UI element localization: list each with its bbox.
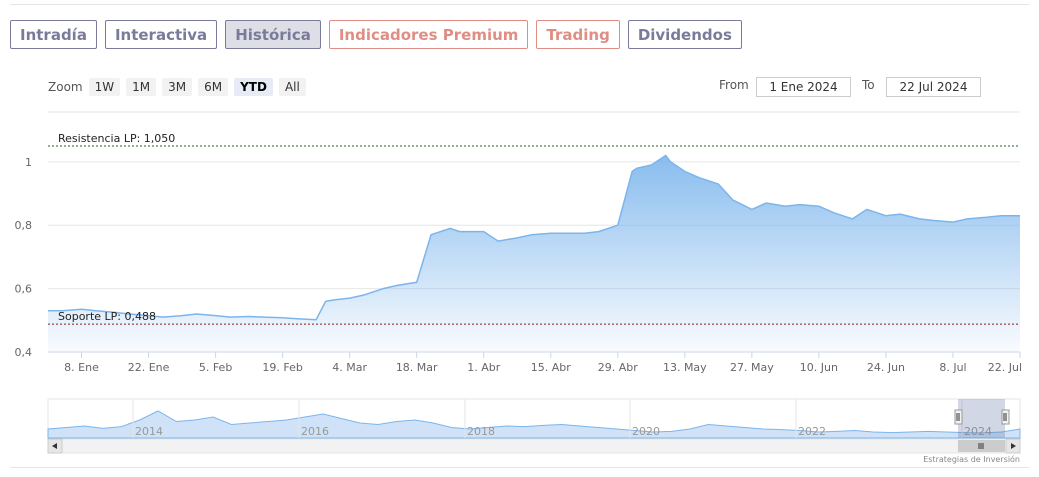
from-label: From — [719, 78, 749, 92]
x-tick-label: 19. Feb — [262, 361, 302, 374]
x-tick-label: 18. Mar — [396, 361, 438, 374]
tab-hist-rica[interactable]: Histórica — [225, 20, 321, 49]
zoom-button-6m[interactable]: 6M — [198, 78, 229, 96]
to-date-input[interactable]: 22 Jul 2024 — [886, 77, 981, 97]
x-tick-label: 8. Jul — [939, 361, 966, 374]
tab-trading[interactable]: Trading — [536, 20, 620, 49]
series-area — [48, 155, 1020, 352]
navigator-year-label: 2014 — [135, 425, 163, 438]
chevron-left-icon — [52, 443, 57, 449]
tab-indicadores-premium[interactable]: Indicadores Premium — [328, 20, 529, 49]
resistance-label: Resistencia LP: 1,050 — [58, 132, 175, 145]
x-tick-label: 27. May — [730, 361, 774, 374]
x-tick-label: 5. Feb — [199, 361, 232, 374]
to-label: To — [862, 78, 875, 92]
y-tick-label: 1 — [25, 156, 32, 169]
navigator-area — [47, 410, 1021, 439]
x-tick-label: 1. Abr — [467, 361, 500, 374]
top-divider — [10, 4, 1029, 5]
zoom-buttons: 1W 1M 3M 6M YTD All — [88, 78, 306, 96]
tab-interactiva[interactable]: Interactiva — [104, 20, 218, 49]
navigator-year-label: 2018 — [467, 425, 495, 438]
scrollbar-track[interactable] — [47, 438, 1021, 454]
zoom-button-all[interactable]: All — [278, 78, 306, 96]
x-tick-label: 22. Jul — [988, 361, 1022, 374]
chevron-right-icon — [1011, 443, 1016, 449]
bottom-divider — [10, 467, 1029, 468]
zoom-controls: Zoom 1W 1M 3M 6M YTD All — [48, 78, 306, 96]
x-tick-label: 29. Abr — [598, 361, 638, 374]
x-tick-label: 8. Ene — [64, 361, 99, 374]
credit-label: Estrategias de Inversión — [923, 455, 1020, 464]
tab-bar: Intradía Interactiva Histórica Indicadores … — [10, 20, 742, 49]
y-tick-label: 0,8 — [15, 219, 33, 232]
from-date-input[interactable]: 1 Ene 2024 — [756, 77, 851, 97]
navigator-year-label: 2022 — [798, 425, 826, 438]
y-tick-label: 0,6 — [15, 283, 33, 296]
tab-dividendos[interactable]: Dividendos — [627, 20, 742, 49]
x-tick-label: 13. May — [663, 361, 707, 374]
x-tick-label: 10. Jun — [800, 361, 838, 374]
zoom-button-1m[interactable]: 1M — [126, 78, 157, 96]
zoom-button-ytd[interactable]: YTD — [234, 78, 273, 96]
navigator-year-label: 2024 — [964, 425, 992, 438]
y-tick-label: 0,4 — [15, 346, 33, 359]
navigator-year-label: 2016 — [301, 425, 329, 438]
x-tick-label: 4. Mar — [332, 361, 367, 374]
x-tick-label: 15. Abr — [531, 361, 571, 374]
navigator-selection[interactable] — [958, 399, 1005, 438]
zoom-button-3m[interactable]: 3M — [162, 78, 193, 96]
series-line — [48, 154, 1020, 321]
x-tick-label: 22. Ene — [128, 361, 170, 374]
zoom-label: Zoom — [48, 80, 83, 94]
zoom-button-1w[interactable]: 1W — [88, 78, 121, 96]
tab-intrad-a[interactable]: Intradía — [10, 20, 97, 49]
support-label: Soporte LP: 0,488 — [58, 310, 156, 323]
x-tick-label: 24. Jun — [867, 361, 905, 374]
navigator-year-label: 2020 — [632, 425, 660, 438]
